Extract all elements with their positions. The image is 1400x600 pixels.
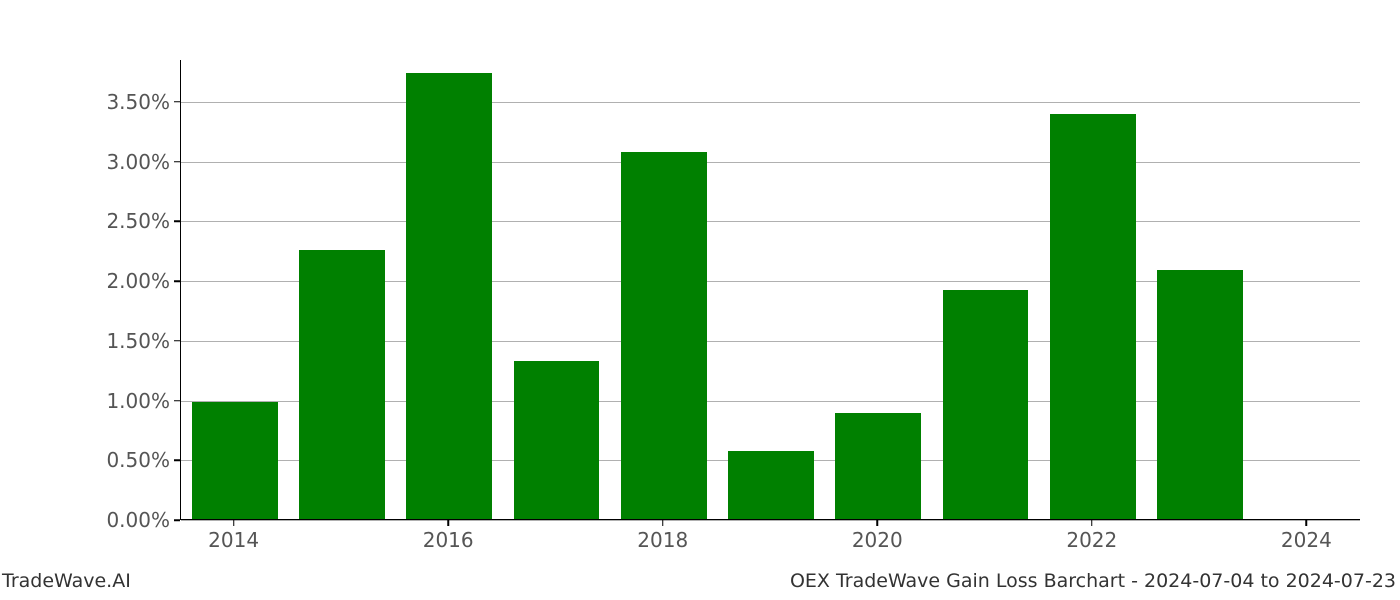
x-axis-tick-label: 2018 xyxy=(637,528,688,552)
chart-gridline xyxy=(181,520,1360,521)
chart-bar xyxy=(1050,114,1136,519)
y-axis-tick-label: 3.00% xyxy=(70,150,170,174)
chart-bar xyxy=(299,250,385,519)
chart-gridline xyxy=(181,102,1360,103)
y-axis-tick-mark xyxy=(174,101,180,103)
y-axis-tick-mark xyxy=(174,400,180,402)
y-axis-tick-mark xyxy=(174,340,180,342)
chart-bar xyxy=(1157,270,1243,519)
x-axis-tick-mark xyxy=(233,520,235,526)
x-axis-tick-mark xyxy=(447,520,449,526)
chart-plot-area xyxy=(180,60,1360,520)
y-axis-tick-mark xyxy=(174,460,180,462)
x-axis-tick-label: 2024 xyxy=(1281,528,1332,552)
y-axis-tick-label: 1.00% xyxy=(70,389,170,413)
chart-bar xyxy=(621,152,707,519)
y-axis-tick-mark xyxy=(174,519,180,521)
chart-bar xyxy=(406,73,492,519)
y-axis-tick-mark xyxy=(174,280,180,282)
chart-bar xyxy=(514,361,600,519)
y-axis-tick-label: 2.00% xyxy=(70,269,170,293)
y-axis-tick-label: 3.50% xyxy=(70,90,170,114)
x-axis-tick-label: 2020 xyxy=(852,528,903,552)
x-axis-tick-mark xyxy=(1091,520,1093,526)
chart-gridline xyxy=(181,162,1360,163)
chart-bar xyxy=(835,413,921,519)
chart-bar xyxy=(728,451,814,519)
x-axis-tick-label: 2016 xyxy=(423,528,474,552)
chart-bar xyxy=(192,402,278,519)
x-axis-tick-mark xyxy=(662,520,664,526)
y-axis-tick-label: 0.50% xyxy=(70,448,170,472)
y-axis-tick-label: 0.00% xyxy=(70,508,170,532)
chart-bar xyxy=(943,290,1029,519)
x-axis-tick-mark xyxy=(877,520,879,526)
y-axis-tick-label: 1.50% xyxy=(70,329,170,353)
y-axis-tick-mark xyxy=(174,161,180,163)
footer-left-text: TradeWave.AI xyxy=(2,570,131,592)
x-axis-tick-label: 2022 xyxy=(1066,528,1117,552)
y-axis-tick-label: 2.50% xyxy=(70,209,170,233)
x-axis-tick-mark xyxy=(1306,520,1308,526)
y-axis-tick-mark xyxy=(174,221,180,223)
chart-gridline xyxy=(181,221,1360,222)
x-axis-tick-label: 2014 xyxy=(208,528,259,552)
footer-right-text: OEX TradeWave Gain Loss Barchart - 2024-… xyxy=(790,570,1396,592)
